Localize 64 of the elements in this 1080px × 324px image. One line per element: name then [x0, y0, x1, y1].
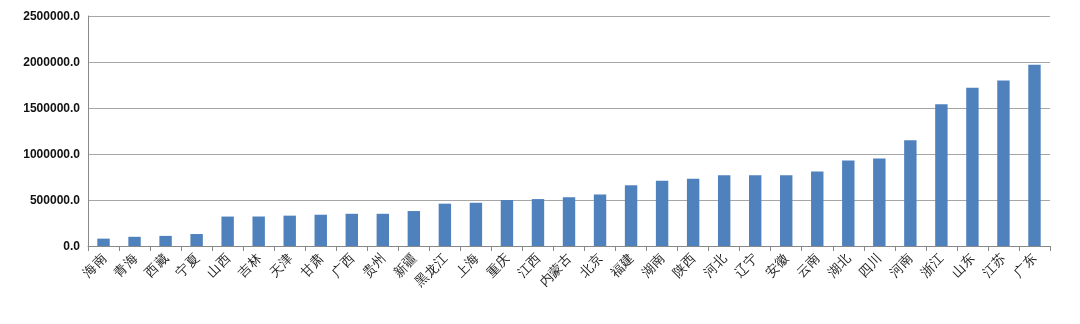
- x-tick-label: 广东: [1010, 250, 1040, 280]
- y-tick-label: 2000000.0: [23, 55, 81, 69]
- bar: [935, 104, 948, 246]
- x-tick-label: 浙江: [917, 250, 947, 280]
- x-tick-label: 贵州: [359, 250, 389, 280]
- bar: [500, 200, 514, 246]
- y-tick-label: 1500000.0: [23, 101, 81, 115]
- x-tick-label: 山西: [203, 250, 233, 280]
- x-tick-label: 湖南: [638, 250, 668, 280]
- x-tick-label: 宁夏: [172, 250, 202, 280]
- bar: [780, 175, 793, 246]
- x-tick-label: 广西: [328, 250, 358, 280]
- bar: [345, 213, 358, 246]
- bar: [97, 238, 110, 246]
- bar: [128, 236, 141, 246]
- bar: [283, 215, 296, 246]
- x-tick-label: 上海: [452, 250, 482, 280]
- bar: [376, 213, 390, 246]
- y-tick-label: 500000.0: [29, 193, 81, 207]
- x-tick-label: 湖北: [824, 250, 854, 280]
- bar: [438, 203, 452, 246]
- x-tick-label: 海南: [79, 250, 109, 280]
- bar: [904, 140, 917, 246]
- x-tick-label: 重庆: [483, 250, 513, 280]
- x-tick-label: 四川: [855, 250, 885, 280]
- x-tick-label: 辽宁: [731, 250, 761, 280]
- x-tick-label: 安徽: [762, 250, 792, 280]
- bar: [531, 199, 545, 246]
- bar: [624, 185, 638, 246]
- bar: [593, 194, 607, 246]
- x-tick-label: 吉林: [234, 250, 264, 280]
- x-tick-label: 陕西: [669, 250, 699, 280]
- x-tick-label: 福建: [607, 250, 637, 280]
- x-tick-label: 山东: [948, 250, 978, 280]
- bar: [686, 178, 700, 246]
- x-tick-label: 西藏: [141, 250, 171, 280]
- x-tick-label: 天津: [266, 250, 296, 280]
- bar: [748, 175, 762, 246]
- bar: [314, 214, 327, 246]
- bar: [159, 235, 172, 246]
- bar: [562, 197, 576, 246]
- x-tick-label: 云南: [793, 250, 823, 280]
- y-tick-label: 0.0: [63, 239, 81, 253]
- bar: [252, 216, 265, 246]
- x-tick-label: 甘肃: [297, 250, 327, 280]
- bar: [997, 80, 1010, 246]
- bar: [842, 160, 855, 246]
- bar: [966, 87, 979, 246]
- x-tick-label: 河南: [886, 250, 916, 280]
- x-tick-label: 河北: [700, 250, 730, 280]
- y-tick-label: 1000000.0: [23, 147, 81, 161]
- bar: [811, 171, 824, 246]
- x-tick-label: 江苏: [979, 250, 1009, 280]
- x-tick-label: 青海: [110, 250, 140, 280]
- x-tick-label: 北京: [576, 250, 606, 280]
- bar: [655, 180, 669, 246]
- bar: [873, 158, 886, 246]
- bar: [190, 234, 203, 246]
- y-tick-label: 2500000.0: [23, 9, 81, 23]
- bar: [407, 211, 421, 246]
- bar: [221, 216, 234, 246]
- bar: [717, 175, 731, 246]
- bar: [469, 202, 483, 246]
- bar: [1028, 64, 1041, 246]
